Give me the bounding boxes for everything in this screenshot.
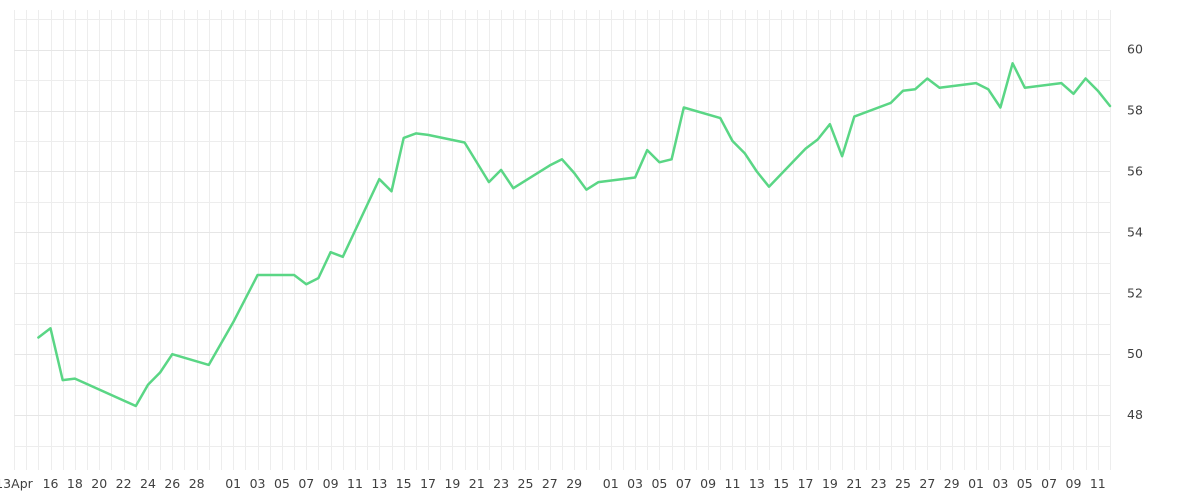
x-tick-label: 21 [469, 476, 485, 491]
x-tick-label: 26 [164, 476, 180, 491]
x-tick-label: 27 [542, 476, 558, 491]
x-tick-label: 11 [347, 476, 363, 491]
x-tick-label: 05 [274, 476, 290, 491]
x-tick-label: 28 [189, 476, 205, 491]
x-tick-label: 11 [725, 476, 741, 491]
x-tick-label: 23 [871, 476, 887, 491]
x-tick-label: 11 [1090, 476, 1106, 491]
x-tick-label: 19 [822, 476, 838, 491]
x-tick-label: 19 [444, 476, 460, 491]
y-axis-ticks: 48 50 52 54 56 58 60 [1127, 42, 1143, 423]
x-tick-label: 07 [1041, 476, 1057, 491]
x-tick-label: 24 [140, 476, 156, 491]
x-tick-label: 17 [798, 476, 814, 491]
x-tick-label: 25 [895, 476, 911, 491]
x-tick-label: 23 [493, 476, 509, 491]
y-tick-label: 50 [1127, 346, 1143, 361]
x-tick-label: 05 [1017, 476, 1033, 491]
x-tick-label: 16 [43, 476, 59, 491]
x-axis-ticks: 13Apr 16 18 20 22 24 26 28 01 03 05 07 09 11 13 15 17 19 2… [0, 476, 1106, 491]
x-tick-label: 01 [603, 476, 619, 491]
y-tick-label: 58 [1127, 103, 1143, 118]
y-tick-label: 56 [1127, 163, 1143, 178]
gridlines [14, 10, 1111, 470]
series-layer [37, 62, 1112, 408]
y-tick-label: 54 [1127, 224, 1143, 239]
x-tick-label: 15 [396, 476, 412, 491]
y-tick-label: 48 [1127, 407, 1143, 422]
x-tick-label: 09 [700, 476, 716, 491]
x-tick-label: 07 [298, 476, 314, 491]
y-tick-label: 60 [1127, 42, 1143, 57]
x-tick-label: 07 [676, 476, 692, 491]
x-tick-label: 21 [846, 476, 862, 491]
x-tick-label: 25 [518, 476, 534, 491]
x-tick-label: 03 [992, 476, 1008, 491]
x-tick-label: 29 [566, 476, 582, 491]
series-line [37, 62, 1112, 408]
x-tick-label: 13 [371, 476, 387, 491]
x-tick-label: 13Apr [0, 476, 34, 491]
x-tick-label: 22 [116, 476, 132, 491]
x-tick-label: 03 [627, 476, 643, 491]
y-tick-label: 52 [1127, 285, 1143, 300]
x-tick-label: 01 [968, 476, 984, 491]
x-tick-label: 17 [420, 476, 436, 491]
x-tick-label: 09 [1066, 476, 1082, 491]
x-tick-label: 01 [225, 476, 241, 491]
x-tick-label: 13 [749, 476, 765, 491]
x-tick-label: 27 [919, 476, 935, 491]
x-tick-label: 03 [250, 476, 266, 491]
x-tick-label: 15 [773, 476, 789, 491]
x-tick-label: 09 [323, 476, 339, 491]
x-tick-label: 29 [944, 476, 960, 491]
x-tick-label: 18 [67, 476, 83, 491]
x-tick-label: 05 [651, 476, 667, 491]
x-tick-label: 20 [91, 476, 107, 491]
